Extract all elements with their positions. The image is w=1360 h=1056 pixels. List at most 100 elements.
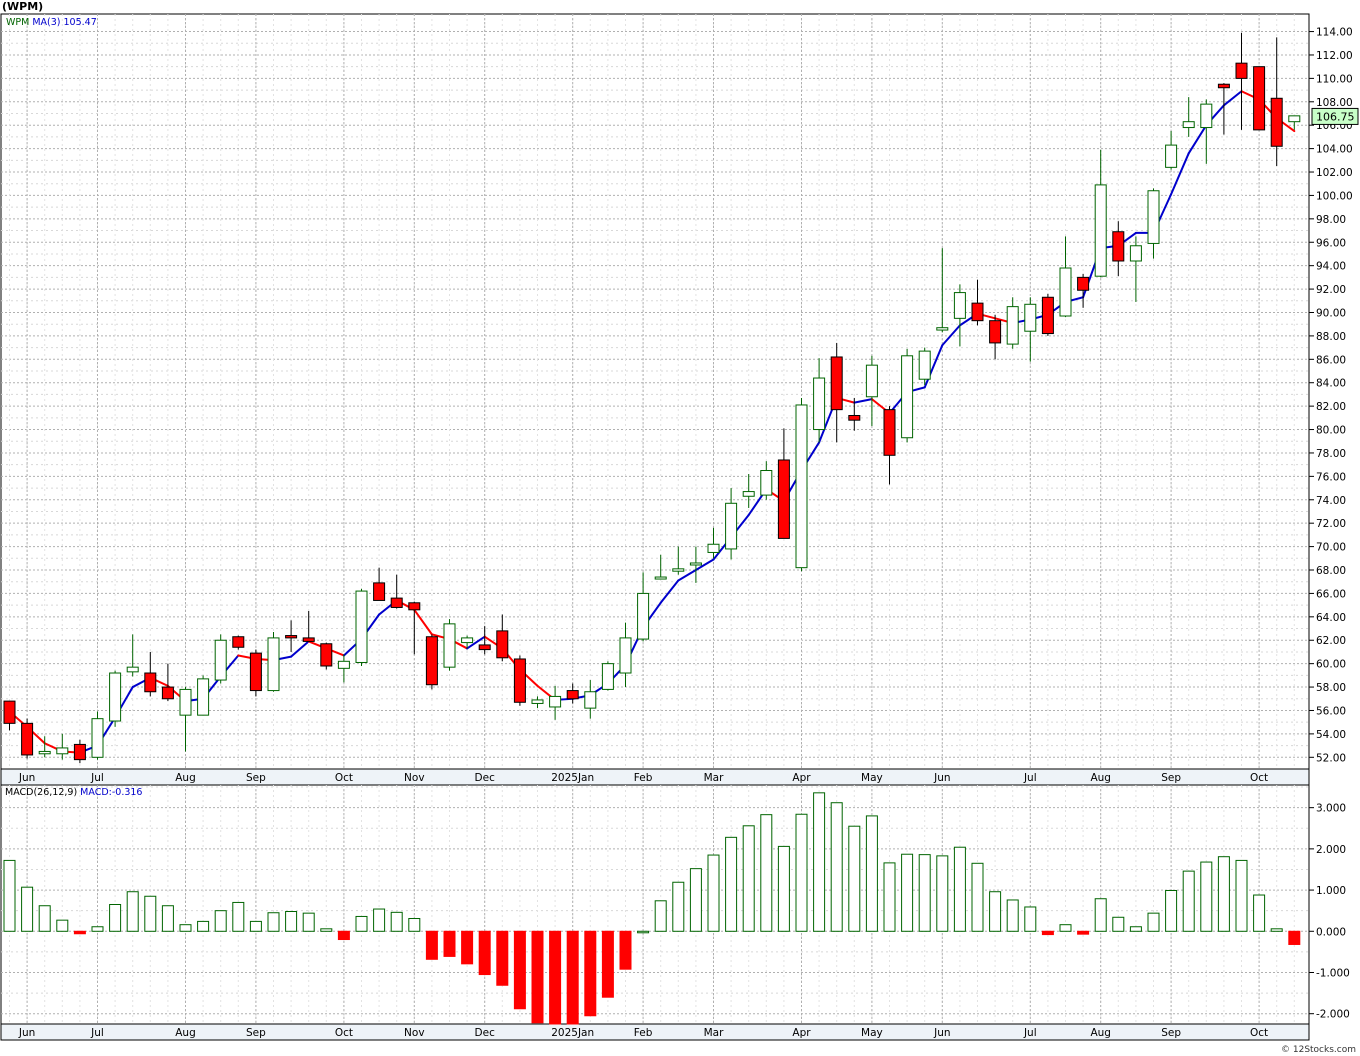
macd-bar bbox=[689, 868, 702, 932]
macd-bar bbox=[813, 792, 826, 932]
macd-bar bbox=[320, 928, 333, 932]
macd-tick-label: 1.000 bbox=[1316, 885, 1346, 897]
macd-bar bbox=[1041, 930, 1054, 936]
candle bbox=[144, 651, 157, 697]
macd-bar bbox=[109, 904, 122, 932]
candle bbox=[478, 626, 491, 655]
candle-body bbox=[214, 639, 227, 681]
candle bbox=[672, 546, 685, 575]
candle-body bbox=[161, 686, 174, 700]
macd-bar bbox=[1182, 870, 1195, 932]
last-price-label: 106.75 bbox=[1316, 110, 1355, 123]
macd-bar bbox=[1094, 898, 1107, 932]
candle bbox=[953, 284, 966, 347]
candle bbox=[689, 546, 702, 583]
candle-body bbox=[56, 747, 69, 755]
macd-bar bbox=[830, 802, 843, 932]
candle-body bbox=[848, 414, 861, 421]
candle-body bbox=[425, 636, 438, 686]
macd-bar bbox=[496, 930, 509, 986]
chart-title: (WPM) bbox=[2, 0, 44, 13]
candle bbox=[742, 474, 755, 508]
candle-body bbox=[73, 743, 86, 761]
candle-body bbox=[672, 568, 685, 572]
macd-bar bbox=[672, 881, 685, 932]
candle bbox=[1077, 273, 1090, 308]
candle bbox=[654, 554, 667, 580]
candle bbox=[161, 663, 174, 702]
macd-bar bbox=[161, 905, 174, 932]
candle bbox=[232, 635, 245, 650]
macd-bar bbox=[953, 846, 966, 932]
candle bbox=[848, 397, 861, 431]
candle bbox=[249, 649, 262, 697]
macd-bar bbox=[232, 901, 245, 932]
candle bbox=[496, 614, 509, 662]
macd-bar bbox=[601, 930, 614, 998]
candle-body bbox=[478, 644, 491, 651]
candle bbox=[461, 635, 474, 649]
candle bbox=[936, 248, 949, 333]
candle bbox=[971, 279, 984, 326]
price-tick-label: 88.00 bbox=[1316, 331, 1346, 343]
month-label: Aug bbox=[1090, 1027, 1111, 1039]
macd-bar bbox=[619, 930, 632, 970]
candle bbox=[320, 642, 333, 670]
candle-body bbox=[1094, 184, 1107, 277]
candle-body bbox=[1288, 115, 1301, 123]
candle bbox=[1182, 97, 1195, 137]
month-label: Sep bbox=[246, 772, 266, 784]
candle-body bbox=[918, 350, 931, 380]
ma3-segment bbox=[659, 579, 680, 604]
candle bbox=[830, 342, 843, 443]
price-tick-label: 94.00 bbox=[1316, 261, 1346, 273]
candle-body bbox=[443, 623, 456, 668]
candle-body bbox=[901, 355, 914, 439]
candle bbox=[3, 700, 16, 731]
candle-body bbox=[1200, 103, 1213, 129]
price-tick-label: 66.00 bbox=[1316, 588, 1346, 600]
candle-body bbox=[584, 691, 597, 709]
price-date-axis bbox=[0, 768, 1310, 786]
candle-body bbox=[1077, 276, 1090, 291]
price-tick-label: 84.00 bbox=[1316, 378, 1346, 390]
candle-body bbox=[830, 356, 843, 411]
candle bbox=[1129, 236, 1142, 302]
candle-body bbox=[777, 459, 790, 539]
candle-body bbox=[126, 666, 139, 673]
macd-bar bbox=[1288, 930, 1301, 945]
price-tick-label: 102.00 bbox=[1316, 167, 1353, 179]
candle bbox=[214, 634, 227, 684]
candle-body bbox=[496, 630, 509, 659]
macd-bar bbox=[443, 930, 456, 957]
price-tick-label: 80.00 bbox=[1316, 425, 1346, 437]
price-tick-label: 68.00 bbox=[1316, 565, 1346, 577]
price-tick-label: 114.00 bbox=[1316, 27, 1353, 39]
macd-bar bbox=[285, 911, 298, 932]
macd-bar bbox=[901, 853, 914, 932]
macd-bar bbox=[197, 920, 210, 932]
macd-bar bbox=[707, 854, 720, 932]
candle bbox=[179, 687, 192, 752]
macd-bar bbox=[918, 854, 931, 932]
month-label: Mar bbox=[704, 772, 724, 784]
macd-bar bbox=[461, 930, 474, 965]
month-label: Jul bbox=[90, 1027, 104, 1039]
month-label: May bbox=[861, 772, 883, 784]
candle bbox=[1165, 131, 1178, 170]
ma3-segment bbox=[290, 640, 310, 658]
macd-bar bbox=[408, 918, 421, 932]
macd-bar bbox=[549, 930, 562, 1025]
macd-bar bbox=[971, 862, 984, 932]
candle bbox=[425, 634, 438, 690]
month-label: May bbox=[861, 1027, 883, 1039]
ma3-segment bbox=[941, 324, 961, 347]
macd-tick-label: 3.000 bbox=[1316, 803, 1346, 815]
candle-body bbox=[1129, 245, 1142, 262]
macd-bar bbox=[355, 915, 368, 932]
candle bbox=[883, 406, 896, 485]
candle bbox=[795, 397, 808, 572]
candle-body bbox=[249, 652, 262, 692]
macd-bar bbox=[795, 813, 808, 932]
candle-body bbox=[601, 663, 614, 690]
